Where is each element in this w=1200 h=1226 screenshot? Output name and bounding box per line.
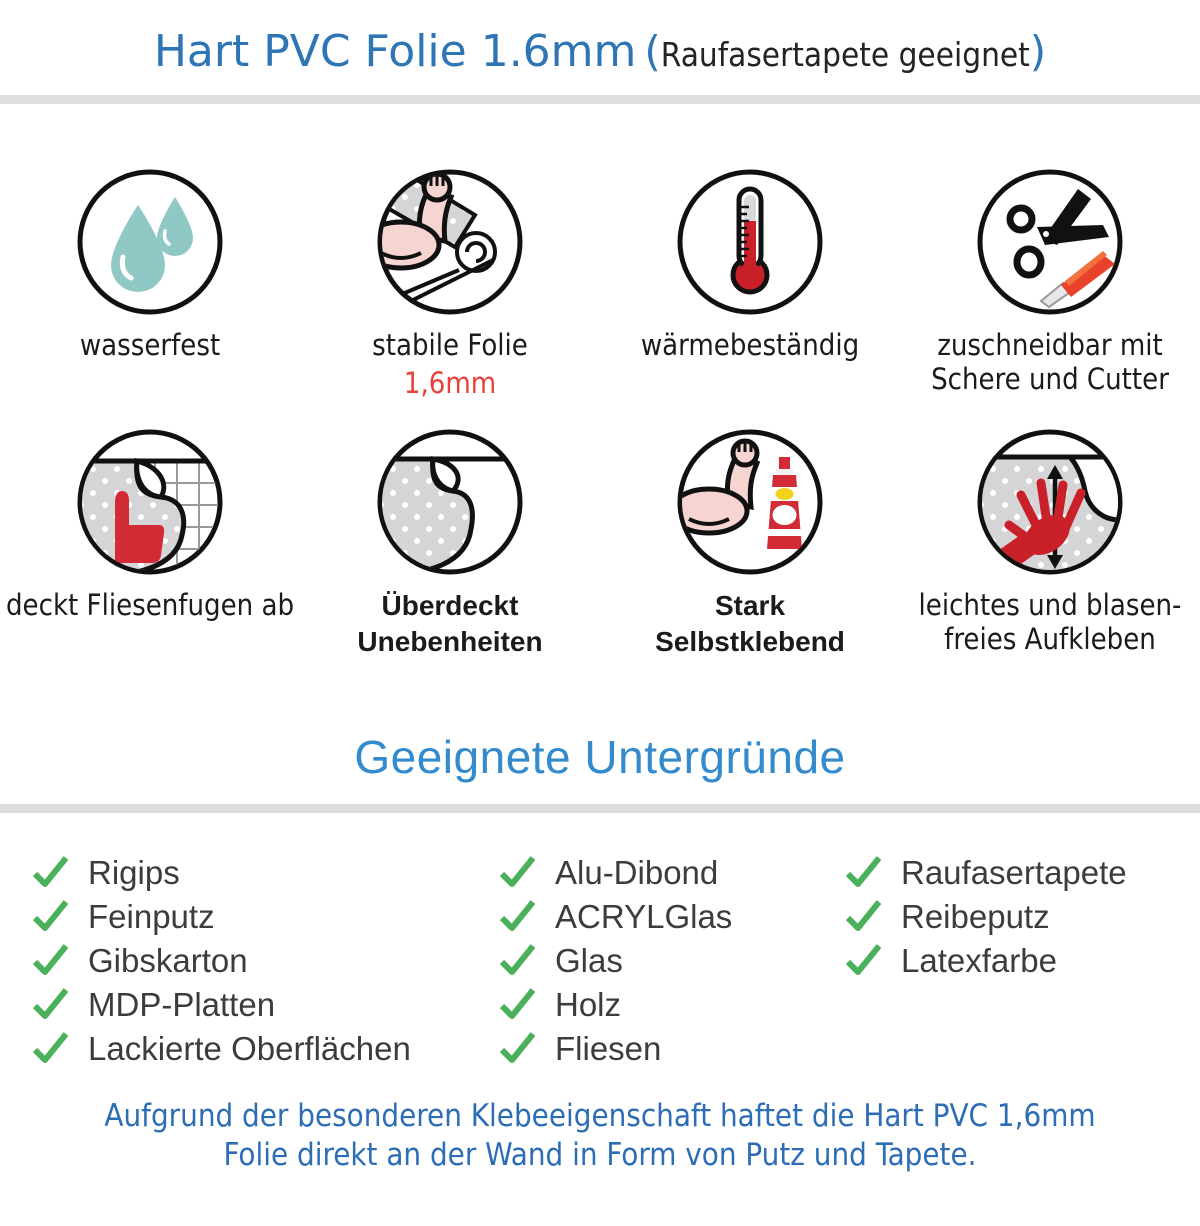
feature-waermebestaendig: wärmebeständig [600,152,900,412]
feature-selbstklebend: Stark Selbstklebend [600,412,900,662]
check-icon [499,856,536,887]
feature-label: deckt Fliesenfugen ab [5,588,295,622]
surfaces-column-3: Raufasertapete Reibeputz Latexfarbe [843,851,1200,1071]
feature-label: Stark Selbstklebend [655,590,845,657]
foil-covering-unevenness-icon [377,429,523,575]
divider-top [0,95,1200,104]
check-icon [32,900,69,931]
feature-label: leichtes und blasen- freies Aufkleben [918,588,1182,656]
check-icon [499,900,536,931]
list-item: Alu-Dibond [497,851,843,895]
feature-label: zuschneidbar mit Schere und Cutter [931,328,1169,396]
list-item: Gibskarton [30,939,497,983]
feature-wasserfest: wasserfest [0,152,300,412]
list-item: ACRYLGlas [497,895,843,939]
feature-aufkleben: leichtes und blasen- freies Aufkleben [900,412,1200,662]
divider-surfaces [0,804,1200,813]
scissors-and-cutter-icon [977,169,1123,315]
water-drops-icon [77,169,223,315]
title-paren-close: ) [1029,27,1047,76]
list-item: Reibeputz [843,895,1200,939]
list-item: Feinputz [30,895,497,939]
arm-and-glue-tube-icon [677,429,823,575]
feature-row-2: deckt Fliesenfugen ab Überdeckt Unebenhe… [0,412,1200,662]
hand-smoothing-foil-icon [977,429,1123,575]
list-item: Rigips [30,851,497,895]
feature-row-1: wasserfest stabile Folie 1 [0,152,1200,412]
footer-line-1: Aufgrund der besonderen Klebeeigenschaft… [104,1098,1096,1134]
surfaces-checklist: Rigips Feinputz Gibskarton MDP-Platten L… [0,851,1200,1071]
list-item: Glas [497,939,843,983]
feature-fliesenfugen: deckt Fliesenfugen ab [0,412,300,662]
footer-line-2: Folie direkt an der Wand in Form von Put… [223,1137,977,1173]
list-item: Lackierte Oberflächen [30,1027,497,1071]
check-icon [845,900,882,931]
strong-arm-foil-roll-icon [377,169,523,315]
surfaces-column-2: Alu-Dibond ACRYLGlas Glas Holz Fliesen [497,851,843,1071]
check-icon [845,944,882,975]
check-icon [499,988,536,1019]
list-item: Holz [497,983,843,1027]
check-icon [32,944,69,975]
title-paren-open: ( [644,27,661,76]
feature-unebenheiten: Überdeckt Unebenheiten [300,412,600,662]
surfaces-heading: Geeignete Untergründe [354,731,846,783]
feature-sublabel-thickness: 1,6mm [403,366,497,400]
title-main: Hart PVC Folie 1.6mm [153,26,637,77]
check-icon [32,856,69,887]
thermometer-icon [677,169,823,315]
list-item: Fliesen [497,1027,843,1071]
feature-label: Überdeckt Unebenheiten [357,590,543,657]
feature-zuschneidbar: zuschneidbar mit Schere und Cutter [900,152,1200,412]
feature-stabile-folie: stabile Folie 1,6mm [300,152,600,412]
feature-label: wasserfest [79,328,221,362]
title-paren-text: Raufasertapete geeignet [660,35,1030,74]
page-title: Hart PVC Folie 1.6mm (Raufasertapete geei… [0,26,1200,77]
check-icon [32,988,69,1019]
list-item: MDP-Platten [30,983,497,1027]
foil-tile-joints-thumbs-up-icon [77,429,223,575]
check-icon [32,1032,69,1063]
check-icon [499,944,536,975]
list-item: Latexfarbe [843,939,1200,983]
feature-label: stabile Folie [372,328,528,362]
surfaces-column-1: Rigips Feinputz Gibskarton MDP-Platten L… [30,851,497,1071]
feature-label: wärmebeständig [640,328,860,362]
list-item: Raufasertapete [843,851,1200,895]
check-icon [499,1032,536,1063]
footer-note: Aufgrund der besonderen Klebeeigenschaft… [0,1097,1200,1175]
check-icon [845,856,882,887]
